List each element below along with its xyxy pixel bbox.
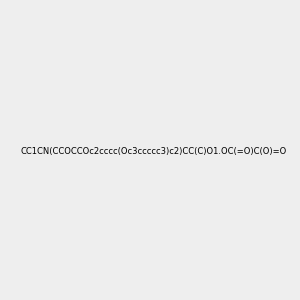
Text: CC1CN(CCOCCOc2cccc(Oc3ccccc3)c2)CC(C)O1.OC(=O)C(O)=O: CC1CN(CCOCCOc2cccc(Oc3ccccc3)c2)CC(C)O1.… bbox=[21, 147, 287, 156]
